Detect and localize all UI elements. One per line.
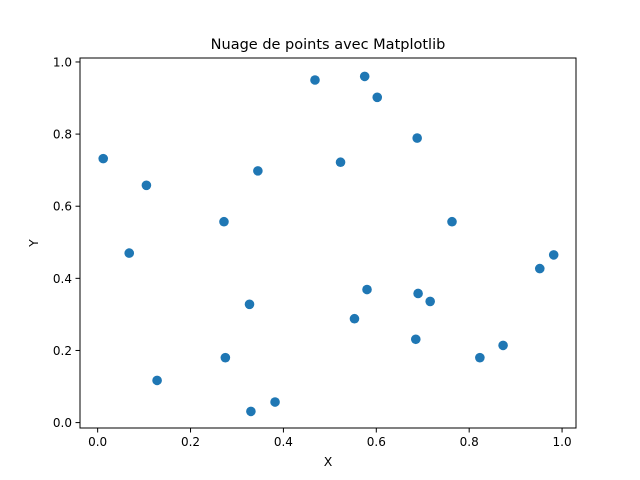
data-point — [253, 166, 263, 176]
data-point — [219, 216, 229, 227]
data-point — [359, 71, 370, 82]
y-axis-label: Y — [26, 239, 41, 248]
x-tick-label: 0.4 — [274, 435, 293, 449]
data-point — [349, 313, 360, 324]
data-point — [98, 153, 109, 164]
data-point — [152, 375, 162, 386]
points-layer — [98, 71, 559, 417]
x-tick-label: 0.0 — [88, 435, 107, 449]
y-tick-label: 0.0 — [53, 416, 72, 430]
data-point — [498, 340, 508, 351]
data-point — [362, 284, 372, 295]
y-tick-label: 0.8 — [53, 128, 72, 142]
data-point — [447, 216, 457, 227]
data-point — [246, 406, 256, 417]
data-point — [141, 180, 152, 191]
data-point — [413, 288, 423, 299]
data-point — [412, 133, 422, 143]
data-point — [335, 157, 346, 168]
plot-frame — [79, 57, 577, 429]
y-tick-label: 1.0 — [53, 55, 72, 69]
x-axis-label: X — [324, 454, 333, 469]
y-tick-label: 0.6 — [53, 200, 72, 214]
chart-title: Nuage de points avec Matplotlib — [211, 37, 446, 53]
y-tick-label: 0.2 — [53, 344, 72, 358]
data-point — [220, 352, 231, 363]
data-point — [548, 250, 559, 260]
x-tick-label: 1.0 — [553, 435, 572, 449]
x-tick-label: 0.8 — [460, 435, 479, 449]
data-point — [310, 75, 320, 85]
data-point — [124, 248, 135, 258]
data-point — [270, 397, 280, 407]
data-point — [475, 352, 485, 363]
x-tick-label: 0.6 — [367, 435, 386, 449]
y-tick-label: 0.4 — [53, 272, 72, 286]
data-point — [425, 296, 435, 307]
data-point — [534, 263, 545, 274]
x-tick-label: 0.2 — [181, 435, 200, 449]
data-point — [372, 92, 383, 103]
data-point — [410, 334, 421, 345]
ticks-layer: 0.0 0.2 0.4 0.6 0.8 1.0 0.0 0.2 0.4 0.6 0.8 1.0 — [53, 55, 572, 449]
data-point — [244, 299, 255, 310]
